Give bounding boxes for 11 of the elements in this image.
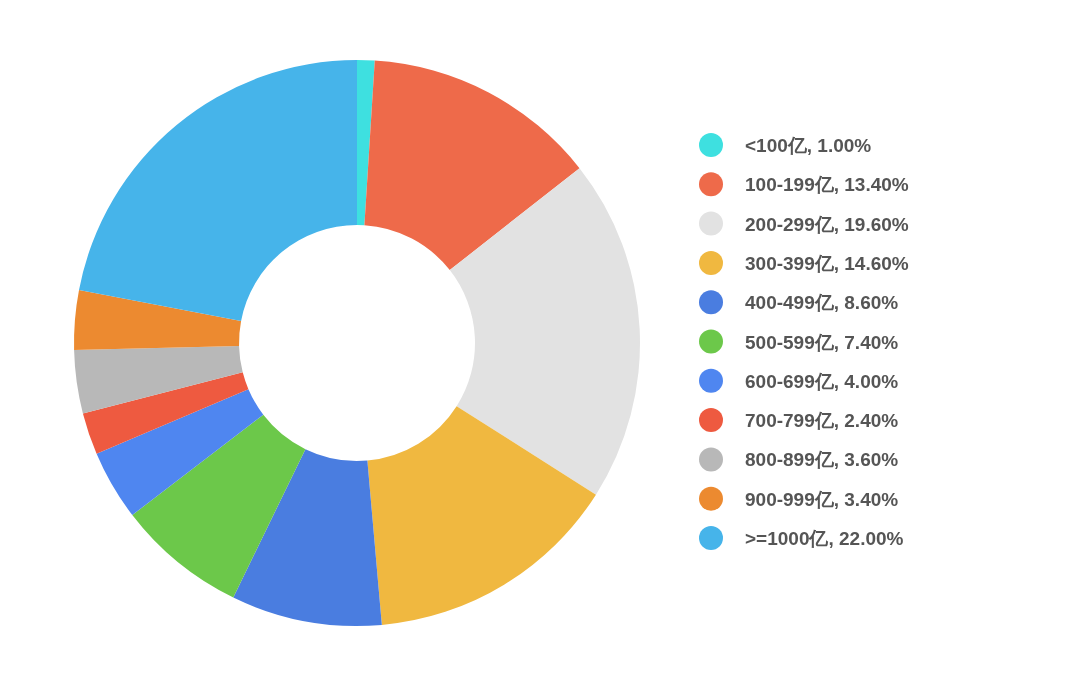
legend-label: >=1000亿, 22.00% — [745, 528, 904, 549]
legend-label: 200-299亿, 19.60% — [745, 213, 909, 235]
legend-label: 300-399亿, 14.60% — [745, 252, 909, 274]
legend-label: 400-499亿, 8.60% — [745, 292, 899, 314]
legend-label: 600-699亿, 4.00% — [745, 370, 899, 392]
legend-label: 500-599亿, 7.40% — [745, 331, 899, 353]
legend-label: 100-199亿, 13.40% — [745, 174, 909, 196]
legend-label: 900-999亿, 3.40% — [745, 488, 899, 510]
legend-label: <100亿, 1.00% — [745, 135, 872, 156]
legend-label: 700-799亿, 2.40% — [745, 410, 899, 432]
legend-label: 800-899亿, 3.60% — [745, 449, 899, 471]
